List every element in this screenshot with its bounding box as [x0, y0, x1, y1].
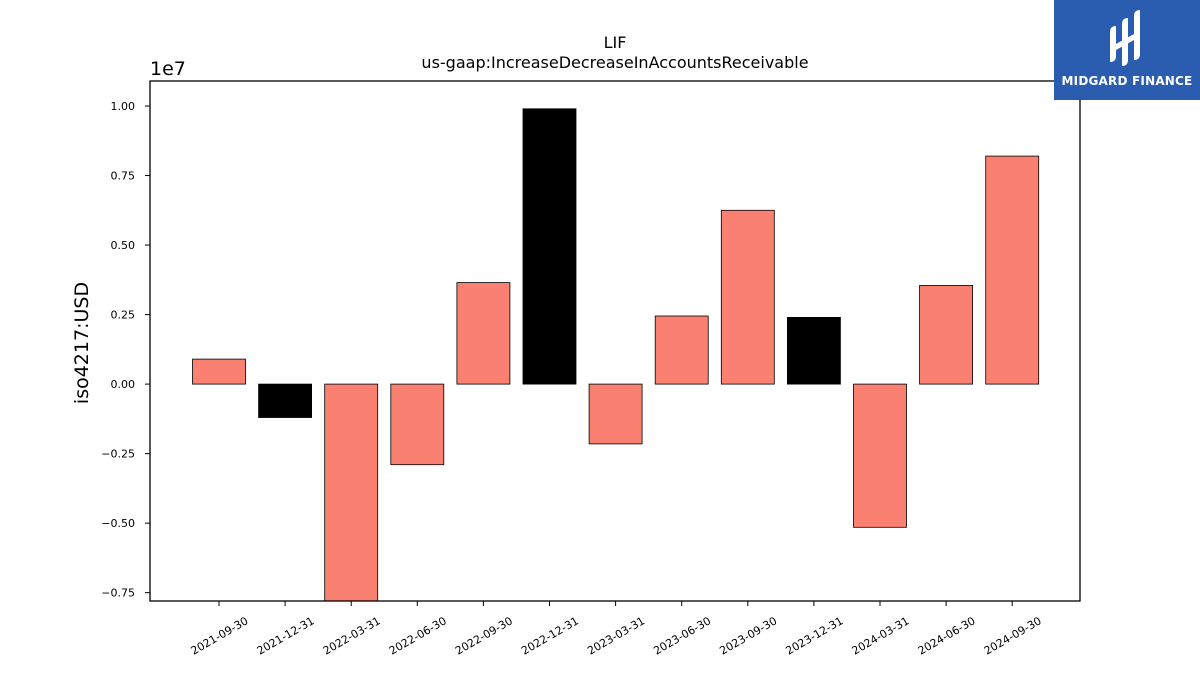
bar-2023-03-31 — [588, 383, 643, 445]
bar-2023-06-30 — [654, 315, 709, 385]
brand-logo: MIDGARD FINANCE — [1054, 0, 1200, 100]
x-tick-label: 2024-06-30 — [916, 614, 978, 657]
y-ticks: −0.75 −0.50 −0.25 0.00 0.25 0.50 0.75 1.00 — [101, 100, 150, 600]
bar-2022-03-31 — [324, 383, 379, 602]
y-tick-label: −0.50 — [101, 517, 135, 530]
x-ticks: 2021-09-30 2021-12-31 2022-03-31 2022-06-30… — [189, 601, 1044, 658]
x-tick-label: 2022-12-31 — [519, 614, 581, 657]
x-tick-label: 2024-03-31 — [850, 614, 912, 657]
bar-2024-06-30 — [919, 284, 973, 385]
y-axis-label: iso4217:USD — [71, 282, 93, 404]
x-tick-label: 2021-09-30 — [189, 614, 251, 657]
x-tick-label: 2023-09-30 — [717, 614, 779, 657]
bar-2024-09-30 — [985, 155, 1040, 385]
x-tick-label: 2023-03-31 — [585, 614, 647, 657]
chart-title: LIF — [604, 33, 627, 52]
y-tick-label: −0.25 — [101, 448, 135, 461]
midgard-logo-icon — [1110, 10, 1140, 66]
x-tick-label: 2023-06-30 — [651, 614, 713, 657]
x-tick-label: 2021-12-31 — [255, 614, 317, 657]
bar-2023-09-30 — [720, 209, 775, 385]
y-tick-label: −0.75 — [101, 587, 135, 600]
x-tick-label: 2022-03-31 — [321, 614, 383, 657]
x-tick-label: 2022-09-30 — [453, 614, 515, 657]
bar-2022-06-30 — [390, 383, 445, 466]
x-tick-label: 2023-12-31 — [784, 614, 846, 657]
y-tick-label: 0.50 — [111, 239, 136, 252]
plot-frame — [149, 80, 1081, 602]
y-offset-label: 1e7 — [150, 58, 186, 80]
x-tick-label: 2022-06-30 — [387, 614, 449, 657]
bar-2022-12-31 — [522, 108, 577, 385]
y-tick-label: 0.25 — [111, 309, 136, 322]
y-tick-label: 0.00 — [111, 378, 136, 391]
bar-2021-12-31 — [258, 383, 313, 418]
bar-2023-12-31 — [787, 316, 841, 385]
bar-2024-03-31 — [853, 383, 907, 528]
x-tick-label: 2024-09-30 — [982, 614, 1044, 657]
bar-2021-09-30 — [192, 358, 246, 385]
bars-group — [192, 108, 1040, 602]
brand-name: MIDGARD FINANCE — [1061, 74, 1193, 88]
bar-2022-09-30 — [456, 282, 511, 385]
y-tick-label: 1.00 — [111, 100, 136, 113]
chart-subtitle: us-gaap:IncreaseDecreaseInAccountsReceiv… — [421, 53, 808, 72]
y-tick-label: 0.75 — [111, 170, 136, 183]
